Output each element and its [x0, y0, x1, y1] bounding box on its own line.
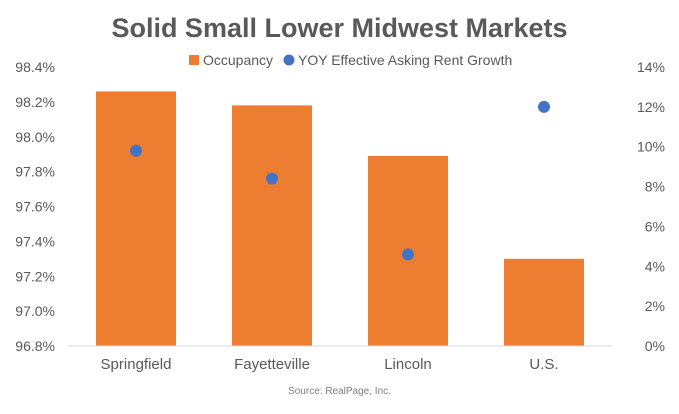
source-note: Source: RealPage, Inc. — [288, 386, 391, 397]
point-rent-growth — [130, 144, 142, 157]
x-axis: Springfield Fayetteville Lincoln U.S. — [101, 356, 559, 373]
left-axis-tick-label: 98.0% — [15, 129, 55, 145]
point-rent-growth — [266, 172, 278, 185]
right-axis-tick-label: 8% — [645, 179, 665, 195]
bar-series-occupancy — [96, 91, 584, 346]
right-axis: 0% 2% 4% 6% 8% 10% 12% 14% — [637, 59, 665, 354]
legend-swatch-occupancy — [189, 55, 199, 65]
left-axis-tick-label: 97.8% — [15, 164, 55, 180]
bar-occupancy — [504, 258, 584, 346]
right-axis-tick-label: 2% — [645, 298, 665, 314]
left-axis-tick-label: 97.0% — [15, 303, 55, 319]
bar-occupancy — [96, 91, 176, 346]
right-axis-tick-label: 10% — [637, 139, 665, 155]
bar-occupancy — [232, 105, 312, 346]
right-axis-tick-label: 0% — [645, 338, 665, 354]
left-axis-tick-label: 97.6% — [15, 199, 55, 215]
category-label: Fayetteville — [234, 356, 310, 373]
category-label: Lincoln — [384, 356, 432, 373]
point-rent-growth — [538, 100, 550, 113]
right-axis-tick-label: 14% — [637, 59, 665, 75]
scatter-series-rent-growth — [130, 100, 550, 261]
left-axis-tick-label: 98.2% — [15, 94, 55, 110]
left-axis-tick-label: 97.2% — [15, 268, 55, 284]
legend-swatch-rent-growth — [283, 54, 295, 66]
legend: Occupancy YOY Effective Asking Rent Grow… — [189, 52, 512, 68]
category-label: Springfield — [101, 356, 172, 373]
left-axis-tick-label: 96.8% — [15, 338, 55, 354]
point-rent-growth — [402, 248, 414, 261]
right-axis-tick-label: 4% — [645, 258, 665, 274]
legend-label-rent-growth: YOY Effective Asking Rent Growth — [298, 52, 512, 68]
left-axis-tick-label: 97.4% — [15, 233, 55, 249]
chart-title: Solid Small Lower Midwest Markets — [111, 13, 567, 43]
left-axis-tick-label: 98.4% — [15, 59, 55, 75]
right-axis-tick-label: 6% — [645, 218, 665, 234]
category-label: U.S. — [529, 356, 558, 373]
legend-label-occupancy: Occupancy — [203, 52, 273, 68]
left-axis: 96.8% 97.0% 97.2% 97.4% 97.6% 97.8% 98.0% 98.2%… — [15, 59, 55, 354]
right-axis-tick-label: 12% — [637, 99, 665, 115]
